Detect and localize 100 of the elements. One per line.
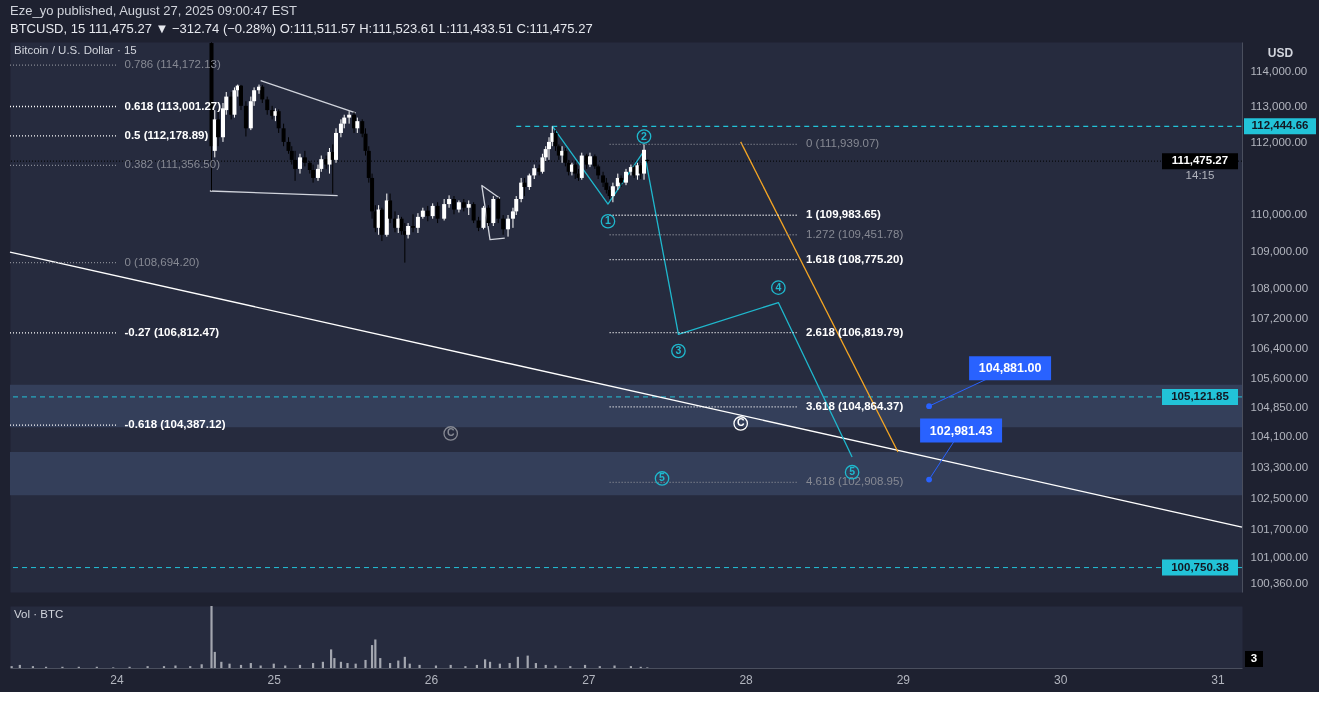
- text: 3: [1250, 652, 1258, 664]
- series-label: 2.618 (106,819.79): [806, 325, 904, 338]
- candlestick: [451, 195, 456, 215]
- annotation: 14:15: [1185, 169, 1215, 182]
- x-tick-label: 25: [267, 672, 282, 687]
- candlestick: [442, 198, 447, 222]
- y-tick-label: 101,700.00: [1250, 523, 1309, 536]
- candlestick: [619, 174, 624, 188]
- candlestick: [486, 204, 491, 227]
- candlestick: [519, 177, 524, 203]
- bar: [374, 639, 377, 668]
- bar: [311, 663, 315, 668]
- bar: [534, 663, 537, 668]
- x-tick-label: 26: [424, 672, 439, 687]
- series-label: C: [446, 426, 455, 439]
- chart-title: Eze_yo published, August 27, 2025 09:00:47 EST: [10, 2, 297, 18]
- bar: [364, 659, 367, 668]
- point: [926, 403, 932, 410]
- series-label: 4.618 (102,908.95): [806, 475, 904, 488]
- series-label: 0.5 (112,178.89): [124, 128, 209, 141]
- candlestick: [388, 193, 393, 224]
- chart-subtitle: BTCUSD, 15 111,475.27 ▼ −312.74 (−0.28%) O:111,511.57 H:111,523.61 L:111,433.51 C:111,475.27: [10, 20, 593, 36]
- candlestick: [447, 194, 452, 209]
- y-tick-label: 100,360.00: [1250, 576, 1309, 589]
- y-tick-label: 114,000.00: [1250, 64, 1308, 77]
- bar: [249, 663, 252, 668]
- bar: [379, 658, 382, 668]
- candlestick: [260, 84, 265, 104]
- data-label: 104,881.00: [978, 361, 1042, 376]
- y-tick-label: 110,000.00: [1250, 208, 1308, 221]
- candlestick: [281, 123, 286, 147]
- series-label: 0.618 (113,001.27): [124, 99, 222, 112]
- bar: [200, 664, 203, 668]
- series-label: 1: [605, 214, 612, 227]
- series-label: 0 (108,694.20): [124, 255, 200, 268]
- ref-line-label: 105,121.85: [1171, 389, 1230, 402]
- series-label: 112,444.66: [1251, 119, 1309, 132]
- candlestick: [265, 96, 270, 116]
- bar: [228, 663, 231, 668]
- candlestick: [243, 100, 248, 138]
- series-label: 0 (111,939.07): [806, 137, 880, 150]
- annotation: Bitcoin / U.S. Dollar · 15: [14, 44, 137, 56]
- y-tick-label: 101,000.00: [1250, 551, 1309, 564]
- bar: [613, 665, 616, 668]
- y-tick-label: 102,500.00: [1250, 491, 1309, 504]
- candlestick: [435, 201, 440, 224]
- bar: [210, 606, 213, 668]
- y-tick-label: 112,000.00: [1250, 135, 1308, 148]
- candlestick: [496, 196, 501, 224]
- series-label: 5: [659, 471, 666, 484]
- candlestick: [471, 201, 476, 224]
- candlestick: [293, 150, 298, 182]
- bar: [484, 659, 487, 668]
- x-tick-label: 29: [896, 672, 911, 687]
- bar: [346, 663, 349, 668]
- x-tick-label: 24: [110, 672, 124, 687]
- series-label: 3: [675, 344, 682, 357]
- candlestick: [311, 164, 316, 184]
- bar: [418, 664, 421, 668]
- y-tick-label: 108,000.00: [1250, 281, 1309, 294]
- bar: [174, 665, 177, 668]
- series-label: 1.618 (108,775.20): [806, 252, 904, 265]
- candlestick: [420, 207, 425, 220]
- y-tick-label: 109,000.00: [1250, 244, 1309, 257]
- candlestick: [481, 205, 486, 230]
- candlestick: [347, 110, 352, 125]
- bar: [388, 663, 392, 668]
- y-tick-label: 106,400.00: [1250, 341, 1309, 354]
- candlestick: [411, 213, 416, 233]
- y-tick-label: 104,100.00: [1250, 429, 1309, 442]
- candlestick: [522, 177, 527, 197]
- y-axis-title: USD: [1267, 45, 1294, 60]
- x-tick-label: 31: [1211, 672, 1225, 687]
- series-label: 2: [641, 129, 648, 142]
- line-series: [481, 184, 506, 241]
- y-tick-label: 104,850.00: [1250, 400, 1309, 413]
- x-tick-label: 30: [1053, 672, 1068, 687]
- bar: [330, 649, 333, 668]
- candlestick: [506, 214, 511, 238]
- series-label: 5: [849, 465, 856, 478]
- candlestick: [501, 214, 506, 236]
- series-label: C: [736, 416, 745, 429]
- y-tick-label: 103,300.00: [1250, 460, 1309, 473]
- series-label: 4: [775, 280, 782, 293]
- series-label: -0.618 (104,387.12): [124, 418, 226, 431]
- candlestick: [415, 212, 420, 234]
- series-label: 1.272 (109,451.78): [806, 227, 904, 240]
- candlestick: [297, 153, 302, 175]
- ref-line-label: 100,750.38: [1171, 560, 1230, 573]
- series-label: 1 (109,983.65): [806, 208, 881, 221]
- series-label: -0.27 (106,812.47): [124, 325, 220, 338]
- y-tick-label: 107,200.00: [1250, 311, 1309, 324]
- bar: [554, 665, 557, 668]
- x-tick-label: 27: [582, 672, 596, 687]
- x-tick-label: 28: [739, 672, 754, 687]
- data-label: 102,981.43: [929, 423, 993, 438]
- chart-title: Vol · BTC: [14, 608, 64, 620]
- y-tick-label: 105,600.00: [1250, 372, 1309, 385]
- y-tick-label: 113,000.00: [1250, 100, 1308, 113]
- bar: [508, 663, 511, 668]
